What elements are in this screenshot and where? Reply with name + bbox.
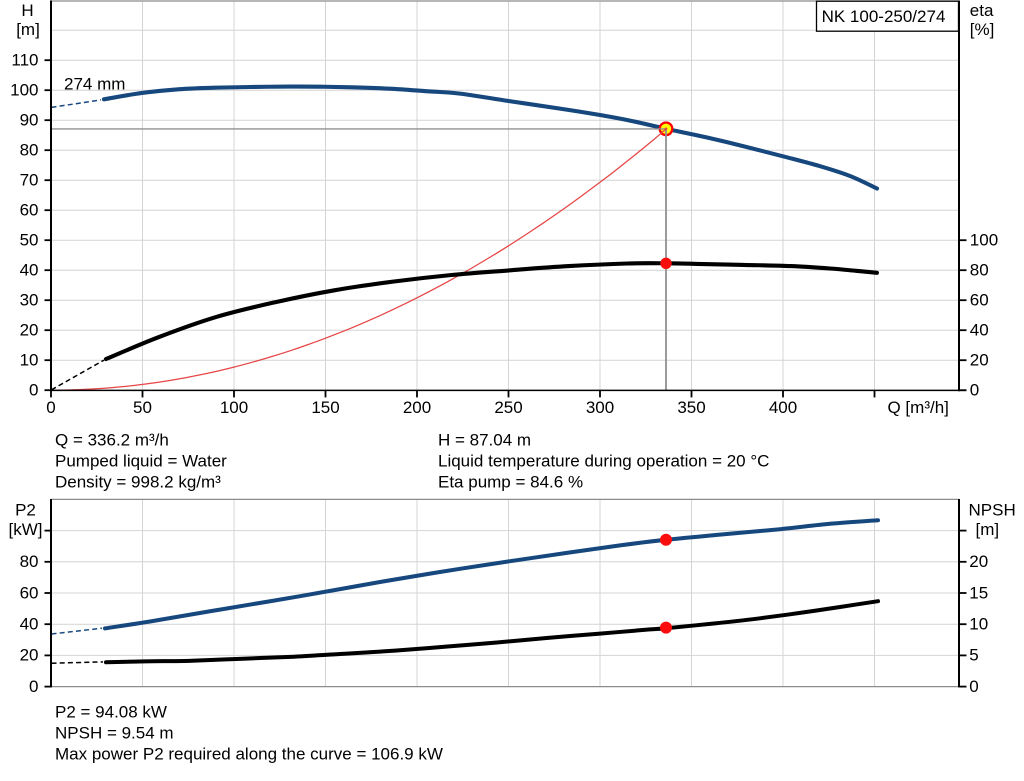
svg-text:NPSH: NPSH [969,500,1016,519]
svg-text:110: 110 [11,51,38,70]
svg-text:60: 60 [20,583,39,602]
svg-text:Q = 336.2 m³/h: Q = 336.2 m³/h [55,430,169,449]
svg-text:Eta pump = 84.6 %: Eta pump = 84.6 % [438,472,583,491]
svg-text:Max power P2 required along th: Max power P2 required along the curve = … [55,744,443,763]
svg-text:300: 300 [586,398,614,417]
svg-text:10: 10 [20,351,39,370]
svg-text:0: 0 [29,381,38,400]
svg-text:0: 0 [970,381,979,400]
svg-text:[m]: [m] [976,520,1000,539]
svg-text:H = 87.04 m: H = 87.04 m [438,430,531,449]
svg-text:40: 40 [20,261,39,280]
svg-text:0: 0 [46,398,55,417]
svg-text:150: 150 [311,398,339,417]
svg-text:100: 100 [970,231,998,250]
svg-text:H: H [21,1,33,20]
svg-text:40: 40 [970,321,989,340]
svg-text:NK 100-250/274: NK 100-250/274 [822,7,946,26]
svg-text:80: 80 [20,552,39,571]
svg-text:P2 = 94.08 kW: P2 = 94.08 kW [55,702,167,721]
svg-text:60: 60 [20,201,39,220]
svg-text:0: 0 [29,677,38,696]
svg-text:80: 80 [20,141,39,160]
svg-text:20: 20 [970,351,989,370]
svg-text:20: 20 [969,552,988,571]
svg-text:50: 50 [133,398,152,417]
svg-text:15: 15 [969,583,988,602]
svg-text:30: 30 [20,291,39,310]
svg-text:100: 100 [10,81,38,100]
svg-text:350: 350 [677,398,705,417]
svg-text:20: 20 [20,321,39,340]
svg-text:10: 10 [969,615,988,634]
svg-text:100: 100 [220,398,248,417]
svg-text:400: 400 [769,398,797,417]
svg-text:Density = 998.2 kg/m³: Density = 998.2 kg/m³ [55,472,221,491]
svg-text:90: 90 [20,111,39,130]
svg-text:50: 50 [20,231,39,250]
svg-text:Q [m³/h]: Q [m³/h] [887,398,948,417]
svg-text:Liquid temperature during oper: Liquid temperature during operation = 20… [438,451,769,470]
svg-text:200: 200 [403,398,431,417]
svg-text:80: 80 [970,261,989,280]
svg-text:NPSH = 9.54 m: NPSH = 9.54 m [55,723,174,742]
svg-text:5: 5 [969,646,978,665]
svg-text:P2: P2 [15,500,36,519]
svg-text:274 mm: 274 mm [64,75,125,94]
svg-text:eta: eta [970,1,994,20]
svg-text:60: 60 [970,291,989,310]
svg-text:20: 20 [20,646,39,665]
svg-text:70: 70 [20,171,39,190]
svg-text:[%]: [%] [970,20,995,39]
svg-text:40: 40 [20,615,39,634]
svg-text:[m]: [m] [16,20,40,39]
svg-text:Pumped liquid = Water: Pumped liquid = Water [55,451,227,470]
svg-text:[kW]: [kW] [9,520,43,539]
svg-text:250: 250 [494,398,522,417]
svg-text:0: 0 [969,677,978,696]
